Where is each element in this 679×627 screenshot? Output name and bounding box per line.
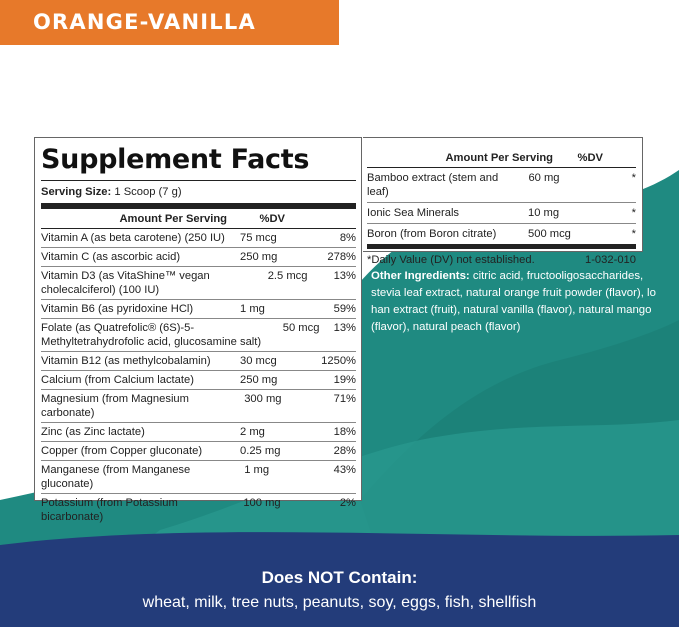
navy-footer-band: [0, 560, 679, 627]
nutrient-name: Vitamin C (as ascorbic acid): [41, 251, 181, 263]
nutrient-row: Vitamin C (as ascorbic acid) 250 mg 278%: [41, 248, 356, 267]
other-ingredients: Other Ingredients: citric acid, fructool…: [371, 268, 671, 336]
nutrient-amount: 250 mg: [240, 374, 278, 386]
nutrient-name: Manganese (from Manganese gluconate): [41, 464, 191, 490]
nutrient-row: Copper (from Copper gluconate) 0.25 mg 28%: [41, 442, 356, 461]
nutrient-name: Folate (as Quatrefolic® (6S)-5-Methyltet…: [41, 322, 262, 348]
nutrient-name: Vitamin D3 (as VitaShine™ vegan cholecal…: [41, 270, 210, 296]
nutrient-dv: 28%: [333, 445, 356, 457]
nutrient-dv: *: [631, 172, 636, 184]
footer-allergen-list: wheat, milk, tree nuts, peanuts, soy, eg…: [142, 594, 537, 611]
facts-title: Supplement Facts: [41, 142, 356, 181]
nutrient-amount: 60 mg: [528, 172, 560, 184]
facts-header-row-right: Amount Per Serving %DV: [367, 148, 636, 168]
nutrient-dv: 43%: [333, 464, 356, 476]
nutrient-amount: 10 mg: [528, 207, 560, 219]
nutrient-dv: 13%: [333, 270, 356, 282]
other-ingredients-label: Other Ingredients:: [371, 270, 470, 282]
flavor-banner: ORANGE-VANILLA: [0, 0, 339, 45]
nutrient-dv: *: [631, 207, 636, 219]
nutrient-amount: 0.25 mg: [240, 445, 281, 457]
nutrient-list-right: Bamboo extract (stem and leaf) 60 mg * Ioni…: [367, 168, 636, 244]
nutrient-dv: 19%: [333, 374, 356, 386]
nutrient-row: Magnesium (from Magnesium carbonate) 300 …: [41, 390, 356, 423]
facts-header-row: Amount Per Serving %DV: [41, 209, 356, 229]
serving-size: Serving Size: 1 Scoop (7 g): [41, 181, 356, 209]
nutrient-name: Vitamin A (as beta carotene) (250 IU): [41, 232, 225, 244]
allergen-footer: Does NOT Contain: wheat, milk, tree nuts…: [0, 560, 679, 627]
nutrient-list: Vitamin A (as beta carotene) (250 IU) 75 …: [41, 229, 356, 526]
nutrient-name: Bamboo extract (stem and leaf): [367, 172, 499, 198]
nutrient-dv: 71%: [333, 393, 356, 405]
nutrient-amount: 50 mcg: [282, 322, 320, 334]
nutrient-dv: 1250%: [321, 355, 356, 367]
nutrient-row: Folate (as Quatrefolic® (6S)-5-Methyltet…: [41, 319, 356, 352]
nutrient-row: Calcium (from Calcium lactate) 250 mg 19%: [41, 371, 356, 390]
teal-wave-light: [120, 420, 679, 560]
nutrient-dv: 59%: [333, 303, 356, 315]
nutrient-dv: 8%: [339, 232, 356, 244]
nutrient-right-row: Bamboo extract (stem and leaf) 60 mg *: [367, 168, 636, 203]
header-amount: Amount Per Serving: [119, 213, 227, 225]
lot-code: 1-032-010: [584, 254, 636, 266]
nutrient-name: Magnesium (from Magnesium carbonate): [41, 393, 189, 419]
nutrient-amount: 250 mg: [240, 251, 278, 263]
nutrient-row: Vitamin B6 (as pyridoxine HCl) 1 mg 59%: [41, 300, 356, 319]
nutrient-name: Vitamin B6 (as pyridoxine HCl): [41, 303, 194, 315]
nutrient-row: Zinc (as Zinc lactate) 2 mg 18%: [41, 423, 356, 442]
nutrient-amount: 2 mg: [240, 426, 265, 438]
nutrient-name: Copper (from Copper gluconate): [41, 445, 203, 457]
footer-title: Does NOT Contain:: [261, 568, 418, 587]
nutrient-amount: 500 mcg: [528, 228, 571, 240]
nutrient-dv: 278%: [327, 251, 356, 263]
nutrient-right-row: Boron (from Boron citrate) 500 mcg *: [367, 224, 636, 244]
serving-size-value: 1 Scoop (7 g): [114, 186, 182, 198]
nutrient-name: Vitamin B12 (as methylcobalamin): [41, 355, 211, 367]
header-amount-right: Amount Per Serving: [445, 152, 553, 164]
nutrient-row: Manganese (from Manganese gluconate) 1 mg…: [41, 461, 356, 494]
nutrient-name: Potassium (from Potassium bicarbonate): [41, 497, 178, 523]
flavor-name: ORANGE-VANILLA: [33, 10, 256, 34]
nutrient-name: Zinc (as Zinc lactate): [41, 426, 145, 438]
supplement-facts-panel: Supplement Facts Serving Size: 1 Scoop (…: [34, 137, 362, 523]
nutrient-row: Vitamin D3 (as VitaShine™ vegan cholecal…: [41, 267, 356, 300]
nutrient-amount: 75 mcg: [240, 232, 277, 244]
nutrient-name: Ionic Sea Minerals: [367, 207, 460, 219]
nutrient-amount: 1 mg: [244, 464, 270, 476]
nutrient-amount: 2.5 mcg: [267, 270, 308, 282]
nutrient-name: Calcium (from Calcium lactate): [41, 374, 194, 386]
nutrient-row: Vitamin B12 (as methylcobalamin) 30 mcg 12…: [41, 352, 356, 371]
header-dv-right: %DV: [577, 152, 604, 164]
nutrient-dv: 2%: [339, 497, 356, 509]
nutrient-amount: 100 mg: [243, 497, 281, 509]
nutrient-dv: 13%: [333, 322, 356, 334]
serving-size-label: Serving Size:: [41, 186, 112, 198]
nutrient-dv: 18%: [333, 426, 356, 438]
supplement-facts-panel-continued: Amount Per Serving %DV Bamboo extract (s…: [363, 137, 643, 266]
nutrient-right-row: Ionic Sea Minerals 10 mg *: [367, 203, 636, 224]
navy-wave: [0, 532, 679, 565]
nutrient-amount: 300 mg: [244, 393, 282, 405]
nutrient-amount: 30 mcg: [240, 355, 277, 367]
nutrient-amount: 1 mg: [240, 303, 265, 315]
nutrient-row: Potassium (from Potassium bicarbonate) 10…: [41, 494, 356, 526]
other-ingredients-text: citric acid, fructooligosaccharides, ste…: [371, 270, 656, 333]
nutrient-row: Vitamin A (as beta carotene) (250 IU) 75 …: [41, 229, 356, 248]
nutrient-dv: *: [631, 228, 636, 240]
nutrient-name: Boron (from Boron citrate): [367, 228, 497, 240]
dv-note: *Daily Value (DV) not established.: [367, 254, 535, 266]
dv-note-row: *Daily Value (DV) not established. 1-032…: [367, 244, 636, 267]
header-dv: %DV: [259, 213, 286, 225]
